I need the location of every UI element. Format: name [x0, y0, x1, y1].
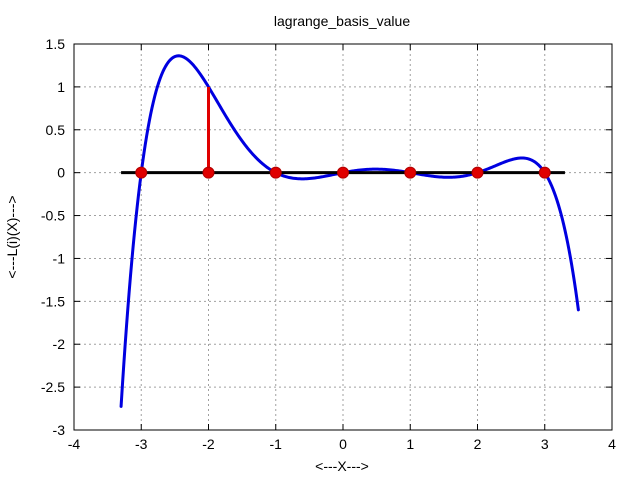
x-tick-label: 1	[406, 436, 414, 452]
x-axis-label: <---X--->	[315, 458, 369, 474]
node-marker	[404, 166, 417, 179]
x-tick-label: -4	[68, 436, 81, 452]
x-tick-label: 4	[608, 436, 616, 452]
y-tick-label: 1	[57, 79, 65, 95]
node-marker	[202, 166, 215, 179]
y-tick-label: -1	[53, 250, 66, 266]
x-tick-label: -2	[202, 436, 215, 452]
y-tick-label: 1.5	[46, 36, 66, 52]
y-tick-label: 0	[57, 165, 65, 181]
chart-title: lagrange_basis_value	[274, 13, 410, 29]
x-tick-label: 3	[541, 436, 549, 452]
x-tick-label: -3	[135, 436, 148, 452]
x-tick-label: 2	[474, 436, 482, 452]
node-marker	[471, 166, 484, 179]
grid-lines	[74, 44, 612, 430]
axis-ticks: -4 -3 -2 -1 0 1 2 3 4-3-2.5-2-1.5-1-0.500.511.5	[41, 36, 616, 452]
node-marker	[337, 166, 349, 179]
x-tick-label: 0	[339, 436, 347, 452]
y-tick-label: -2	[53, 336, 66, 352]
node-marker	[269, 166, 282, 179]
y-tick-label: -2.5	[41, 379, 65, 395]
node-marker	[538, 166, 551, 179]
y-axis-label: <---L(i)(X)--->	[4, 195, 20, 278]
x-tick-label: -1	[270, 436, 283, 452]
y-tick-label: -0.5	[41, 208, 65, 224]
data-layer	[119, 54, 580, 408]
y-tick-label: -3	[53, 422, 66, 438]
y-tick-label: -1.5	[41, 293, 65, 309]
node-marker	[135, 166, 148, 179]
y-tick-label: 0.5	[46, 122, 66, 138]
